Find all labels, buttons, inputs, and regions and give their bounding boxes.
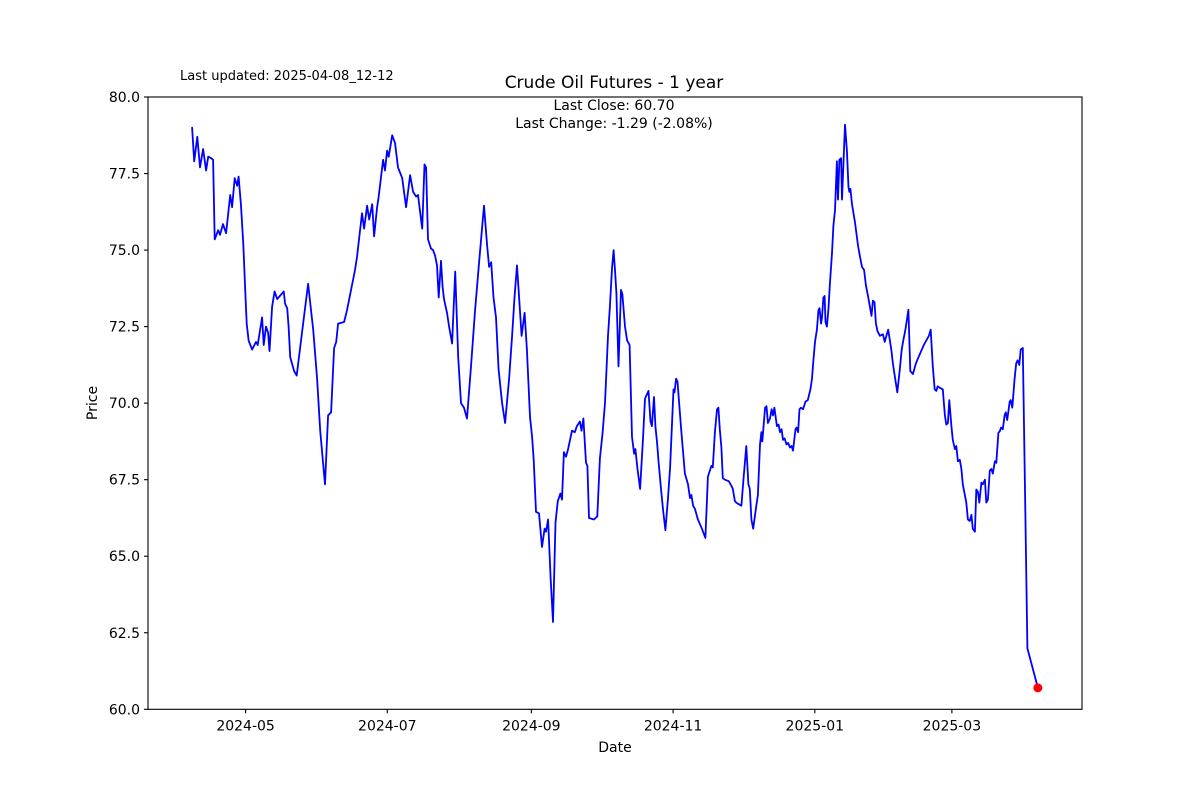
annotation-last-change: Last Change: -1.29 (-2.08%) bbox=[515, 116, 713, 132]
plot-layer: 60.0 62.5 65.0 67.5 70.0 72.5 75.0 77.5 80.0 2024… bbox=[109, 90, 1083, 734]
x-tick-label: 2024-05 bbox=[216, 718, 275, 734]
x-tick-label: 2025-03 bbox=[923, 718, 982, 734]
y-tick-label: 70.0 bbox=[109, 396, 140, 412]
last-updated-text: Last updated: 2025-04-08_12-12 bbox=[180, 69, 394, 84]
y-tick-label: 75.0 bbox=[109, 243, 140, 259]
chart-title: Crude Oil Futures - 1 year bbox=[505, 73, 724, 93]
y-tick-label: 67.5 bbox=[109, 473, 140, 489]
last-point-marker bbox=[1033, 683, 1043, 693]
y-tick-label: 65.0 bbox=[109, 549, 140, 565]
x-tick-label: 2024-07 bbox=[358, 718, 417, 734]
x-axis-label: Date bbox=[598, 740, 631, 756]
price-line bbox=[191, 123, 1039, 689]
annotation-last-close: Last Close: 60.70 bbox=[554, 98, 675, 114]
y-tick-label: 62.5 bbox=[109, 626, 140, 642]
axes-frame bbox=[147, 96, 1083, 710]
y-tick-label: 77.5 bbox=[109, 167, 140, 183]
x-tick-label: 2024-09 bbox=[502, 718, 561, 734]
x-tick-label: 2024-11 bbox=[644, 718, 703, 734]
x-tick-label: 2025-01 bbox=[786, 718, 845, 734]
y-axis-label: Price bbox=[85, 386, 101, 420]
y-tick-label: 72.5 bbox=[109, 320, 140, 336]
y-tick-label: 60.0 bbox=[109, 702, 140, 718]
y-tick-label: 80.0 bbox=[109, 90, 140, 106]
